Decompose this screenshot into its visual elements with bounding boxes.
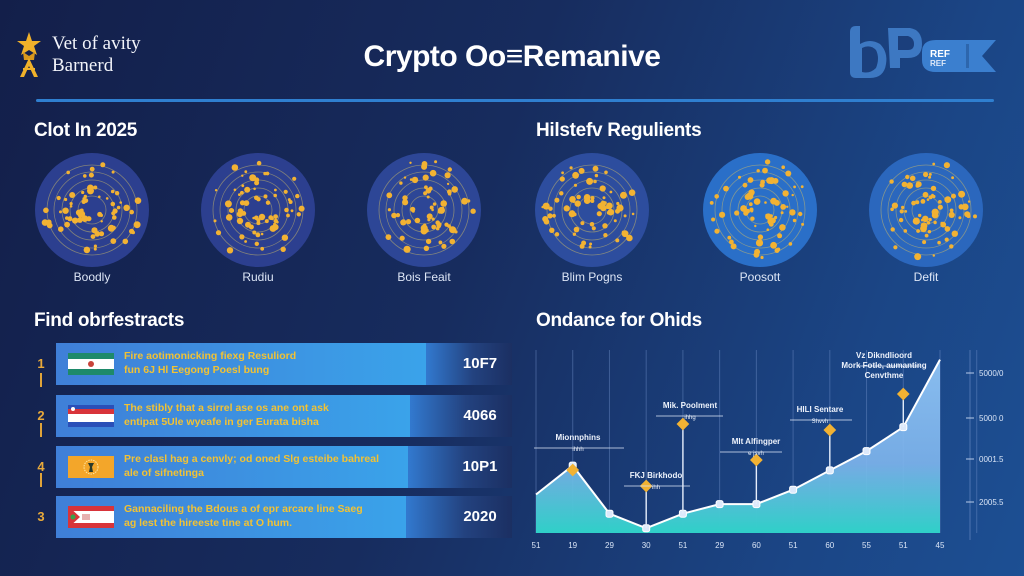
svg-text:e jsvh: e jsvh [748,451,764,457]
cluster-label: Defit [913,270,939,284]
header: Vet of avity Barnerd Crypto Oo≡Remanive … [0,0,1024,104]
section-title-guidance: Ondance for Ohids [536,310,702,331]
cluster-card[interactable]: Rudiu [198,152,318,284]
row-value: 2020 [463,508,497,525]
row-value: 4066 [463,407,497,424]
svg-text:Shvvh: Shvvh [812,419,829,425]
network-cluster-icon [201,153,315,267]
svg-text:51: 51 [899,541,908,550]
badge-tag: REF [930,49,950,60]
row-line-2: ale of sifnetinga [124,467,204,479]
section-title-findings: Find obrfestracts [34,310,185,331]
cluster-card[interactable]: Bois Feait [364,152,484,284]
svg-text:Mlt Alfingper: Mlt Alfingper [732,437,781,446]
cluster-label: Rudiu [242,270,274,284]
cluster-label: Boodly [73,270,111,284]
orange-emblem-flag [68,456,114,478]
ribbon-badge-icon[interactable]: REF REF [848,22,1004,82]
row-line-1: Gannaciling the Bdous a of epr arcare li… [124,503,363,515]
row-bar [56,395,410,437]
cluster-label: Poosott [739,270,781,284]
cluster-card[interactable]: Blim Pogns [532,152,652,284]
svg-text:60: 60 [752,541,761,550]
chart-canvas: Mionnphins ihhh Mik. Poolment ihhg FKJ Birkh… [532,350,1004,550]
svg-text:FKJ Birkhodo: FKJ Birkhodo [630,471,683,480]
svg-text:REF: REF [930,59,946,68]
svg-text:51: 51 [789,541,798,550]
svg-text:ihhg: ihhg [684,415,695,421]
row-line-2: ag lest the hireeste tine at O hum. [124,517,293,529]
row-value-bg [410,395,512,437]
cluster-card[interactable]: Boodly [32,152,152,284]
network-cluster-icon [703,153,817,267]
cluster-card[interactable]: Poosott [700,152,820,284]
network-cluster-icon [35,153,149,267]
row-value-bg [426,343,512,385]
svg-text:29: 29 [605,541,614,550]
row-bar [56,496,406,538]
red-white-blue-flag [68,405,114,427]
svg-text:Mionnphins: Mionnphins [556,433,601,442]
row-line-2: fun 6J Hl Eegong Poesl bung [124,364,270,376]
svg-text:ihhh: ihhh [572,447,583,453]
svg-text:55: 55 [862,541,871,550]
svg-text:19: 19 [568,541,577,550]
logo-line-1: Vet of avity [52,33,141,54]
list-connector [40,473,42,487]
network-cluster-icon [367,153,481,267]
svg-text:29: 29 [715,541,724,550]
svg-text:30: 30 [642,541,651,550]
header-divider [36,99,994,102]
list-item[interactable]: 3 Gannaciling the Bdous a of epr arcare … [30,496,512,538]
green-white-flag [68,353,114,375]
row-bar [56,446,408,488]
rank-number: 3 [37,509,45,524]
section-title-clot: Clot In 2025 [34,120,138,141]
page-title: Crypto Oo≡Remanive [363,40,661,73]
row-value: 10F7 [462,355,498,372]
list-item[interactable]: 4 Pre clasl hag a cenvly; od oned Slg es… [30,446,512,488]
row-line-1: Pre clasl hag a cenvly; od oned Slg este… [124,453,380,465]
cluster-card[interactable]: Defit [866,152,986,284]
row-line-2: entipat 5Ule wyeafe in ger Eurata bisha [124,416,319,428]
svg-text:60: 60 [825,541,834,550]
row-line-1: Fire aotimonicking fiexg Resuliord [124,350,297,362]
logo-line-2: Barnerd [52,55,114,76]
list-connector [40,423,42,437]
row-line-1: The stibly that a sirrel ase os ane ont … [124,402,329,414]
list-item[interactable]: 2 The stibly that a sirrel ase os ane on… [30,395,512,437]
list-connector [40,373,42,387]
svg-text:5000 0: 5000 0 [979,414,1004,423]
trophy-star-icon [17,32,41,77]
list-item[interactable]: 1 Fire aotimonicking fiexg Resuliord fun… [30,343,512,385]
network-cluster-icon [535,153,649,267]
logo[interactable]: Vet of avity Barnerd [14,30,141,80]
rank-number: 4 [37,459,45,474]
svg-text:51: 51 [532,541,541,550]
svg-text:HILI Sentare: HILI Sentare [797,405,844,414]
svg-text:Cenvthme: Cenvthme [865,371,904,380]
svg-text:0001.5: 0001.5 [979,455,1004,464]
svg-text:ihh: ihh [652,485,660,491]
row-value: 10P1 [462,458,498,475]
cluster-label: Blim Pogns [561,270,623,284]
section-title-history: Hilstefv Regulients [536,120,702,141]
rank-number: 2 [37,408,45,423]
svg-text:Vz Dikndlioord: Vz Dikndlioord [856,351,912,360]
row-bar [56,343,426,385]
row-value-bg [406,496,512,538]
cluster-label: Bois Feait [397,270,451,284]
svg-text:2005.5: 2005.5 [979,498,1004,507]
row-value-bg [408,446,512,488]
svg-text:Mork Fotle, aumanting: Mork Fotle, aumanting [841,361,926,370]
svg-text:5000/0: 5000/0 [979,369,1004,378]
svg-text:Mik. Poolment: Mik. Poolment [663,401,718,410]
rank-number: 1 [37,356,45,371]
svg-text:51: 51 [678,541,687,550]
red-white-crest-flag [68,506,114,528]
guidance-area-chart: Mionnphins ihhh Mik. Poolment ihhg FKJ Birkh… [520,340,1024,560]
network-cluster-icon [869,153,983,267]
svg-text:45: 45 [936,541,945,550]
